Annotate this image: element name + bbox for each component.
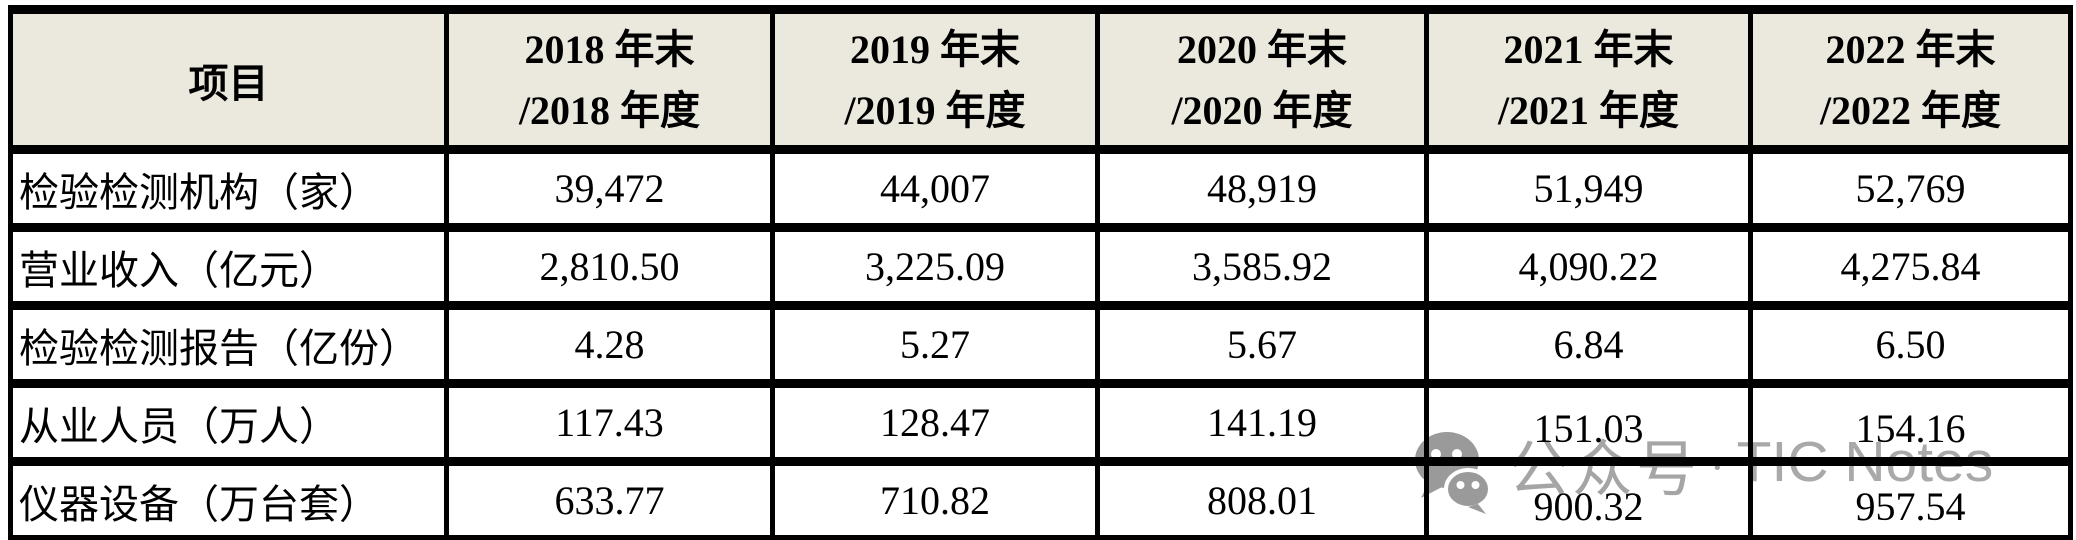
- table-header-row: 项目 2018 年末 /2018 年度 2019 年末 /2019 年度 202…: [8, 5, 2073, 154]
- table-cell: 6.50: [1748, 301, 2073, 388]
- table-cell: 957.54: [1748, 457, 2073, 540]
- row-label: 从业人员（万人）: [8, 379, 449, 466]
- statistics-table: 项目 2018 年末 /2018 年度 2019 年末 /2019 年度 202…: [8, 5, 2073, 540]
- table-cell: 900.32: [1424, 457, 1753, 540]
- table-cell: 4,090.22: [1424, 223, 1753, 310]
- header-year-line2: /2022 年度: [1819, 87, 2002, 133]
- table-row-revenue: 营业收入（亿元） 2,810.50 3,225.09 3,585.92 4,09…: [8, 223, 2073, 310]
- table-cell: 151.03: [1424, 379, 1753, 466]
- table-cell: 39,472: [444, 145, 775, 232]
- header-cell-2018: 2018 年末 /2018 年度: [444, 5, 775, 154]
- row-label: 仪器设备（万台套）: [8, 457, 449, 540]
- table-cell: 48,919: [1095, 145, 1429, 232]
- table-cell: 154.16: [1748, 379, 2073, 466]
- header-year-line2: /2020 年度: [1171, 87, 1353, 133]
- header-year-line1: 2022 年末: [1825, 26, 1996, 72]
- header-cell-2021: 2021 年末 /2021 年度: [1424, 5, 1753, 154]
- table-cell: 3,225.09: [770, 223, 1100, 310]
- table-cell: 128.47: [770, 379, 1100, 466]
- table-cell: 52,769: [1748, 145, 2073, 232]
- table-row-reports: 检验检测报告（亿份） 4.28 5.27 5.67 6.84 6.50: [8, 301, 2073, 388]
- table-cell: 710.82: [770, 457, 1100, 540]
- table-cell: 141.19: [1095, 379, 1429, 466]
- table-row-institutions: 检验检测机构（家） 39,472 44,007 48,919 51,949 52…: [8, 145, 2073, 232]
- header-cell-2019: 2019 年末 /2019 年度: [770, 5, 1100, 154]
- table-row-employees: 从业人员（万人） 117.43 128.47 141.19 151.03 154…: [8, 379, 2073, 466]
- table-cell: 2,810.50: [444, 223, 775, 310]
- row-label: 营业收入（亿元）: [8, 223, 449, 310]
- table-cell: 3,585.92: [1095, 223, 1429, 310]
- header-year-line2: /2018 年度: [518, 87, 701, 133]
- row-label: 检验检测机构（家）: [8, 145, 449, 232]
- header-year-line1: 2020 年末: [1177, 26, 1347, 72]
- table-cell: 51,949: [1424, 145, 1753, 232]
- header-year-line2: /2021 年度: [1497, 87, 1680, 133]
- header-cell-item: 项目: [8, 5, 449, 154]
- table-cell: 4,275.84: [1748, 223, 2073, 310]
- table-row-equipment: 仪器设备（万台套） 633.77 710.82 808.01 900.32 95…: [8, 457, 2073, 540]
- table-cell: 44,007: [770, 145, 1100, 232]
- table-cell: 6.84: [1424, 301, 1753, 388]
- table-cell: 633.77: [444, 457, 775, 540]
- header-year-line1: 2021 年末: [1503, 26, 1674, 72]
- header-cell-2022: 2022 年末 /2022 年度: [1748, 5, 2073, 154]
- row-label: 检验检测报告（亿份）: [8, 301, 449, 388]
- table-cell: 4.28: [444, 301, 775, 388]
- table-cell: 117.43: [444, 379, 775, 466]
- table-cell: 5.27: [770, 301, 1100, 388]
- table-cell: 5.67: [1095, 301, 1429, 388]
- header-year-line1: 2019 年末: [850, 26, 1020, 72]
- table-cell: 808.01: [1095, 457, 1429, 540]
- header-year-line2: /2019 年度: [844, 87, 1026, 133]
- header-cell-2020: 2020 年末 /2020 年度: [1095, 5, 1429, 154]
- header-year-line1: 2018 年末: [524, 26, 695, 72]
